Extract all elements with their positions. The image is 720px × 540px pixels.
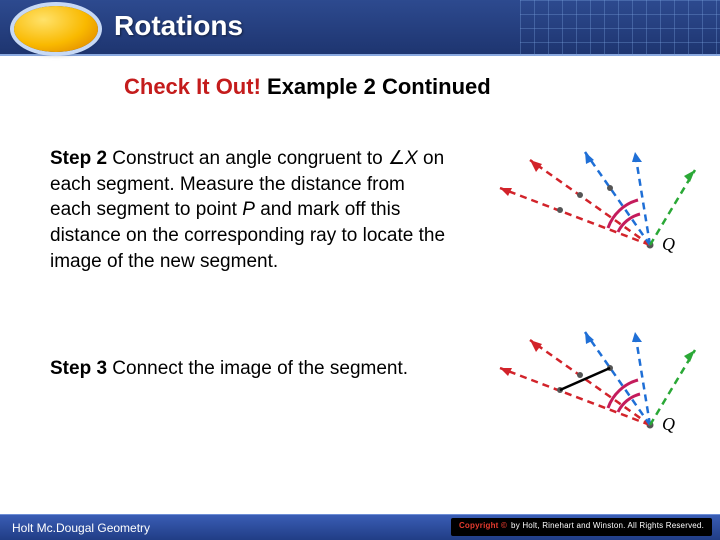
step-2-t1: Construct an angle congruent to	[107, 148, 388, 169]
header-oval-icon	[14, 6, 98, 52]
copyright-label: Copyright ©	[459, 521, 507, 530]
diagram-step-2: Q	[490, 150, 700, 280]
angle-symbol: ∠	[388, 148, 405, 169]
step-2-label: Step 2	[50, 148, 107, 169]
var-x: X	[405, 148, 418, 169]
point-q-label-1: Q	[662, 234, 675, 254]
header-bar: Rotations	[0, 0, 720, 56]
subheader-rest: Example 2 Continued	[261, 74, 491, 99]
footer-copyright: Copyright © by Holt, Rinehart and Winston…	[451, 518, 712, 536]
step-2-text: Step 2 Construct an angle congruent to ∠…	[50, 146, 450, 274]
header-grid-decoration	[520, 0, 720, 56]
step-3-text: Step 3 Connect the image of the segment.	[50, 356, 450, 382]
diagram-step-3: Q	[490, 330, 700, 460]
subheader: Check It Out! Example 2 Continued	[124, 74, 491, 100]
rights-text: by Holt, Rinehart and Winston. All Right…	[511, 521, 704, 530]
point-q-label-2: Q	[662, 414, 675, 434]
step-3-t1: Connect the image of the segment.	[107, 358, 408, 379]
page-title: Rotations	[114, 10, 243, 42]
footer-brand: Holt Mc.Dougal Geometry	[12, 521, 150, 535]
step-3-label: Step 3	[50, 358, 107, 379]
footer-bar: Holt Mc.Dougal Geometry Copyright © by Ho…	[0, 514, 720, 540]
var-p: P	[242, 199, 255, 220]
subheader-highlight: Check It Out!	[124, 74, 261, 99]
